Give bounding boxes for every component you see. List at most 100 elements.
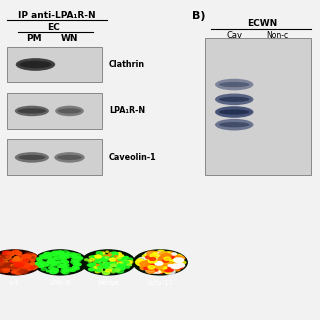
Circle shape [47,252,52,255]
Circle shape [52,263,59,266]
Circle shape [158,262,166,266]
Ellipse shape [58,108,81,114]
Circle shape [95,261,98,262]
Circle shape [98,257,104,260]
Circle shape [159,270,164,273]
Circle shape [165,259,171,262]
Circle shape [33,250,87,275]
Circle shape [149,263,158,267]
Circle shape [96,259,102,261]
Circle shape [73,267,79,270]
Circle shape [117,264,124,267]
Circle shape [176,264,182,267]
Circle shape [41,265,44,267]
Circle shape [145,264,155,268]
Circle shape [18,255,27,259]
Circle shape [142,254,150,258]
Circle shape [63,267,67,268]
Circle shape [127,260,133,263]
Bar [7,93,102,129]
Circle shape [60,257,63,259]
Circle shape [20,261,27,265]
Circle shape [146,269,154,273]
Circle shape [64,255,71,258]
Circle shape [176,261,181,263]
Circle shape [59,264,66,268]
Circle shape [97,267,100,268]
Circle shape [60,255,64,257]
Circle shape [143,261,148,264]
Text: Merge: Merge [97,280,119,285]
Circle shape [108,254,112,256]
Ellipse shape [219,109,250,115]
Circle shape [2,255,11,260]
Circle shape [45,265,48,266]
Circle shape [52,269,59,273]
Circle shape [161,267,171,272]
Circle shape [40,255,45,257]
Circle shape [73,256,78,259]
Circle shape [5,251,12,255]
Circle shape [40,256,45,258]
Circle shape [168,266,172,268]
Circle shape [55,272,58,273]
Circle shape [69,253,76,256]
Circle shape [61,255,66,257]
Circle shape [1,263,5,266]
Circle shape [171,257,180,261]
Circle shape [147,269,155,273]
Circle shape [101,258,108,261]
Circle shape [167,252,173,254]
Circle shape [120,263,127,266]
Circle shape [14,260,22,265]
Circle shape [148,259,156,263]
Circle shape [102,266,105,267]
Circle shape [155,264,160,267]
Circle shape [149,258,156,260]
Circle shape [152,252,161,256]
Circle shape [96,268,102,271]
Circle shape [20,269,28,273]
Circle shape [99,266,103,268]
Circle shape [95,269,101,272]
Circle shape [167,254,172,256]
Circle shape [96,252,102,254]
Circle shape [6,266,10,268]
Circle shape [87,264,93,267]
Circle shape [180,263,184,265]
Circle shape [111,271,115,273]
Circle shape [76,264,80,266]
Circle shape [61,266,67,268]
Circle shape [119,264,125,267]
Circle shape [124,256,128,259]
Circle shape [95,255,101,258]
Circle shape [74,256,79,258]
Circle shape [29,256,35,259]
Circle shape [74,261,79,263]
Circle shape [178,261,182,263]
Circle shape [165,271,170,273]
Circle shape [77,257,82,259]
Circle shape [89,268,95,271]
Circle shape [2,269,9,272]
Circle shape [174,268,180,271]
Circle shape [171,257,180,261]
Circle shape [14,270,23,275]
Ellipse shape [16,58,55,71]
Circle shape [36,262,43,265]
Circle shape [159,256,163,258]
Circle shape [96,258,103,261]
Circle shape [164,261,168,264]
Circle shape [19,259,23,260]
Ellipse shape [219,82,250,87]
Circle shape [21,255,31,259]
Circle shape [172,260,182,264]
Circle shape [67,270,72,272]
Circle shape [176,257,183,260]
Circle shape [140,266,148,270]
Circle shape [48,259,55,262]
Circle shape [173,264,179,267]
Circle shape [91,269,93,270]
Circle shape [152,269,158,271]
Circle shape [44,254,49,256]
